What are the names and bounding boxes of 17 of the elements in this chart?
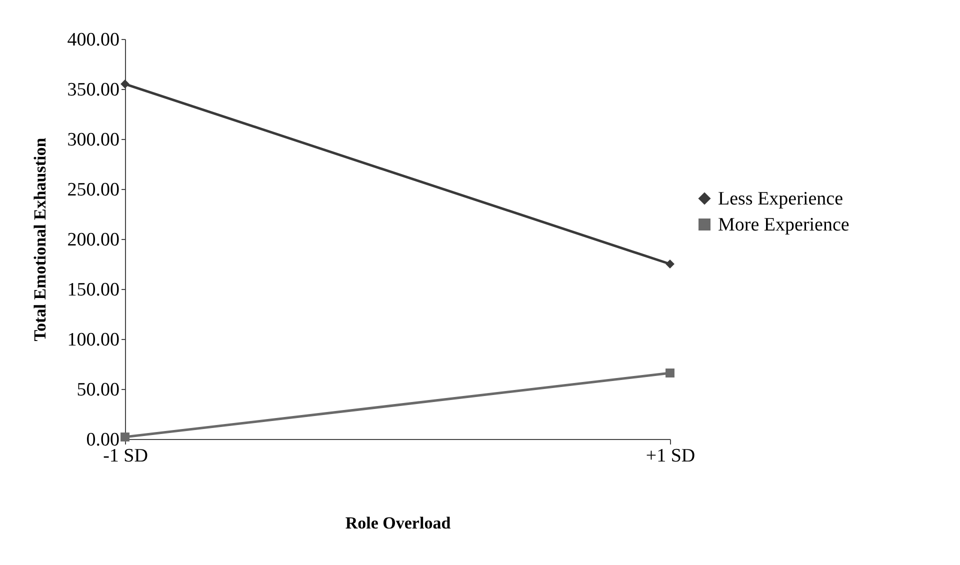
x-axis-title: Role Overload bbox=[345, 514, 452, 532]
legend-label: Less Experience bbox=[718, 188, 844, 210]
y-tick-label: 300.00 bbox=[67, 130, 120, 150]
point bbox=[120, 80, 130, 88]
x-tick-label: +1 SD bbox=[646, 446, 696, 466]
y-tick-label: 400.00 bbox=[67, 30, 120, 50]
point bbox=[120, 432, 130, 442]
y-tick-label: 350.00 bbox=[67, 80, 120, 100]
y-axis-title: Total Emotional Exhaustion bbox=[30, 137, 50, 342]
legend-label: More Experience bbox=[718, 214, 850, 236]
y-tick-label: 100.00 bbox=[67, 330, 120, 350]
y-tick-label: 50.00 bbox=[76, 380, 120, 400]
y-tick-label: 200.00 bbox=[67, 230, 120, 250]
point bbox=[666, 368, 674, 378]
point bbox=[666, 260, 674, 268]
y-tick-label: 150.00 bbox=[67, 280, 120, 300]
y-tick-label: 250.00 bbox=[67, 180, 120, 200]
